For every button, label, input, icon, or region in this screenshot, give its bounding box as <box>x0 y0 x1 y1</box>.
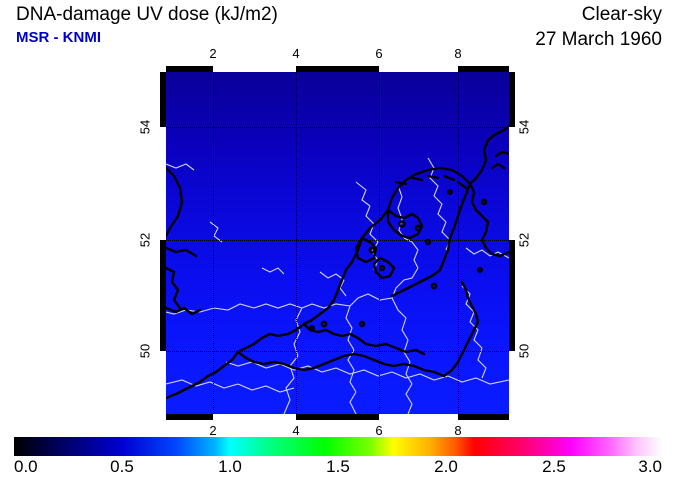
gridline-lon-2 <box>213 72 214 414</box>
map-geometry <box>166 124 509 414</box>
colorbar-label-1: 0.5 <box>110 457 134 476</box>
institute-label: MSR - KNMI <box>16 29 101 46</box>
tick-label-lat-50-right: 50 <box>516 343 532 359</box>
axis-band-bottom <box>160 414 515 420</box>
colorbar-label-3: 1.5 <box>326 457 350 476</box>
axis-band-right <box>509 66 515 420</box>
sky-condition-label: Clear-sky <box>581 4 662 25</box>
gridline-lon-6 <box>379 72 380 414</box>
colorbar-label-4: 2.0 <box>434 457 458 476</box>
tick-label-lat-52-left: 52 <box>137 232 153 248</box>
colorbar-gradient <box>14 437 662 456</box>
tick-label-lon-2-top: 2 <box>209 46 217 61</box>
tick-label-lon-6-bottom: 6 <box>375 423 383 438</box>
tick-label-lat-50-left: 50 <box>137 343 153 359</box>
tick-label-lon-4-bottom: 4 <box>292 423 300 438</box>
date-label: 27 March 1960 <box>535 29 662 50</box>
border-lines <box>166 157 509 414</box>
map-canvas <box>166 72 509 414</box>
axis-band-left <box>160 66 166 420</box>
map-panel: 2 4 6 8 2 4 6 8 54 52 50 54 52 50 <box>138 46 532 438</box>
tick-label-lat-54-right: 54 <box>516 119 532 135</box>
colorbar-tick-labels: 0.0 0.5 1.0 1.5 2.0 2.5 3.0 <box>14 457 662 477</box>
tick-label-lon-8-top: 8 <box>454 46 462 61</box>
coastline <box>166 124 509 400</box>
tick-label-lon-8-bottom: 8 <box>454 423 462 438</box>
gridline-lat-54 <box>166 127 509 128</box>
colorbar-label-6: 3.0 <box>638 457 662 476</box>
gridline-lon-8 <box>458 72 459 414</box>
colorbar-label-0: 0.0 <box>14 457 38 476</box>
tick-label-lon-6-top: 6 <box>375 46 383 61</box>
gridline-lat-52 <box>166 240 509 241</box>
page-title: DNA-damage UV dose (kJ/m2) <box>16 4 278 25</box>
tick-label-lat-52-right: 52 <box>516 232 532 248</box>
gridline-lat-50 <box>166 351 509 352</box>
tick-label-lon-2-bottom: 2 <box>209 423 217 438</box>
tick-label-lat-54-left: 54 <box>137 119 153 135</box>
header: DNA-damage UV dose (kJ/m2) MSR - KNMI Cl… <box>0 0 676 56</box>
colorbar-label-2: 1.0 <box>218 457 242 476</box>
colorbar-panel: 0.0 0.5 1.0 1.5 2.0 2.5 3.0 <box>14 437 662 477</box>
tick-label-lon-4-top: 4 <box>292 46 300 61</box>
axis-band-top <box>160 66 515 72</box>
colorbar-label-5: 2.5 <box>542 457 566 476</box>
gridline-lon-4 <box>296 72 297 414</box>
